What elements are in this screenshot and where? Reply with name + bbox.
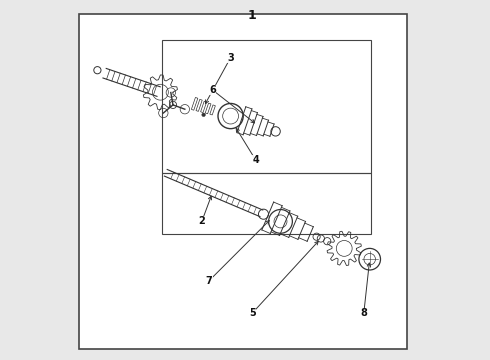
Text: 3: 3 bbox=[227, 53, 234, 63]
Text: 6: 6 bbox=[209, 85, 216, 95]
Text: 1: 1 bbox=[248, 9, 257, 22]
Text: 7: 7 bbox=[206, 276, 212, 286]
Bar bbox=[162, 173, 371, 234]
Text: 4: 4 bbox=[252, 155, 259, 165]
Text: 8: 8 bbox=[360, 308, 367, 318]
Bar bbox=[162, 40, 371, 173]
Circle shape bbox=[202, 113, 205, 117]
Text: 5: 5 bbox=[249, 308, 256, 318]
Text: 2: 2 bbox=[198, 216, 205, 226]
